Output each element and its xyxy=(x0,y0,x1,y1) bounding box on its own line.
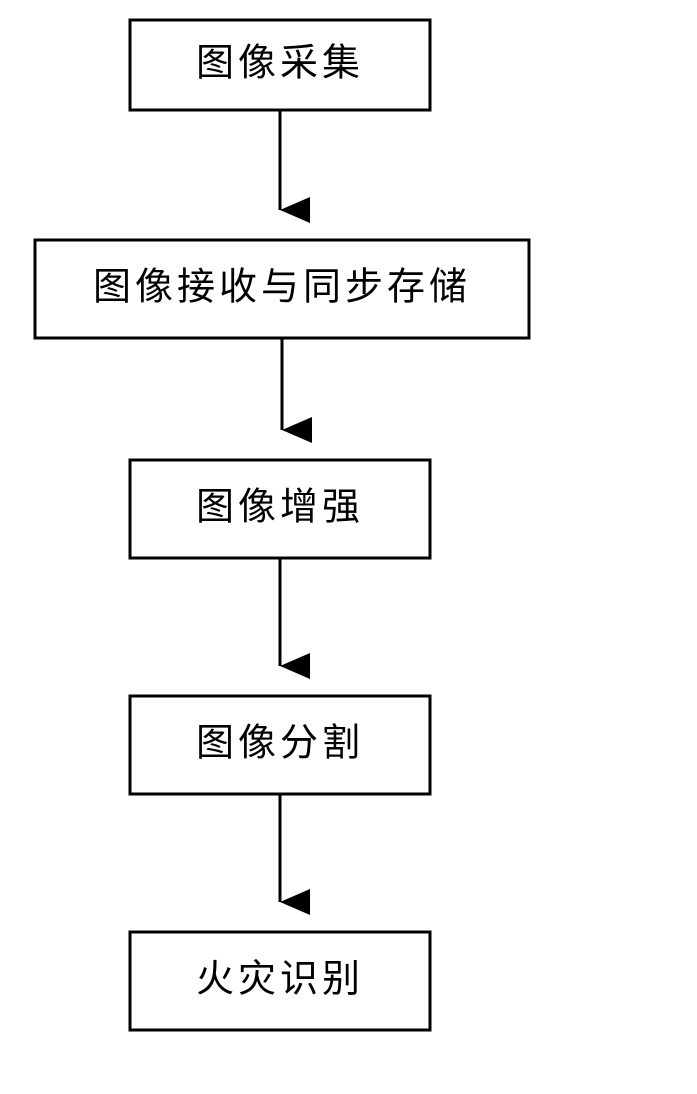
flow-node: 图像接收与同步存储 xyxy=(35,240,529,338)
flow-node: 火灾识别 xyxy=(130,932,430,1030)
flow-node-label: 图像分割 xyxy=(196,723,364,765)
flowchart-canvas: 图像采集图像接收与同步存储图像增强图像分割火灾识别 xyxy=(0,0,697,1094)
flow-node-label: 图像接收与同步存储 xyxy=(93,267,471,309)
flow-node: 图像分割 xyxy=(130,696,430,794)
flow-node-label: 火灾识别 xyxy=(196,959,364,1001)
flow-node-label: 图像采集 xyxy=(196,43,364,85)
flow-node: 图像采集 xyxy=(130,20,430,110)
flow-node-label: 图像增强 xyxy=(196,487,364,529)
flow-node: 图像增强 xyxy=(130,460,430,558)
